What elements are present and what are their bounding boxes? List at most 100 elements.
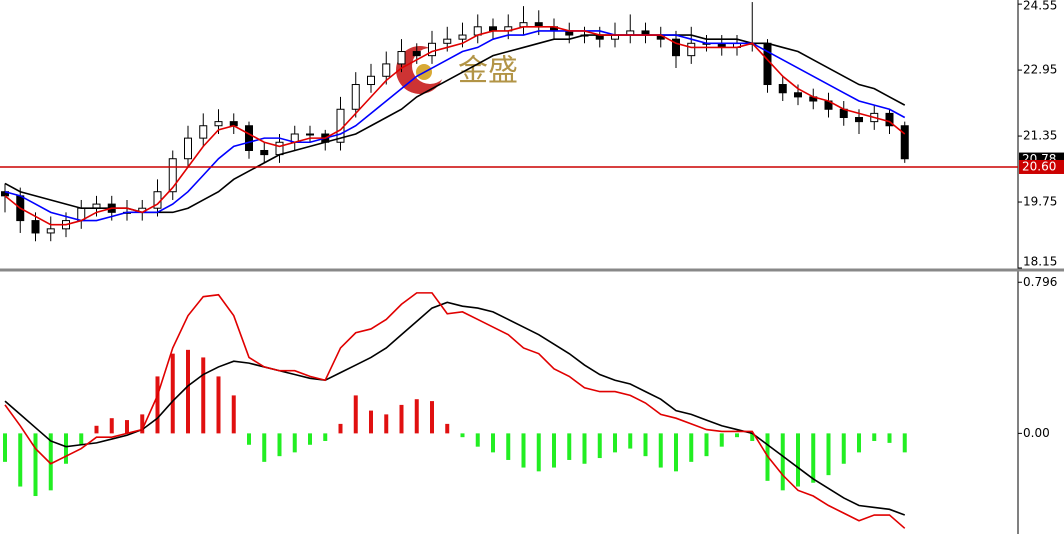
candle-body <box>46 228 55 234</box>
histogram-bar <box>460 433 465 438</box>
line-series <box>4 30 906 222</box>
histogram-bar <box>384 414 389 434</box>
histogram-bar <box>613 433 617 453</box>
histogram-bar <box>826 433 831 476</box>
histogram-bar <box>887 433 892 443</box>
histogram-bar <box>33 433 38 497</box>
histogram-bar <box>841 433 846 464</box>
candle-body <box>306 133 314 136</box>
histogram-bar <box>414 399 419 434</box>
candle-body <box>275 141 284 156</box>
y-tick-label: 18.15 <box>1023 255 1057 269</box>
histogram-bar <box>79 433 84 445</box>
candle-body <box>412 51 421 57</box>
histogram-bar <box>536 433 541 472</box>
y-tick-label: 24.55 <box>1023 0 1057 13</box>
histogram-bar <box>582 433 587 464</box>
histogram-bar <box>262 433 267 462</box>
histogram-bar <box>109 418 114 434</box>
y-tick-label: 22.95 <box>1023 63 1057 77</box>
candle-body <box>245 125 253 151</box>
histogram-bar <box>597 433 602 459</box>
price-line-box <box>1019 159 1064 174</box>
histogram-bar <box>64 433 68 464</box>
line-series <box>4 292 906 529</box>
candle-body <box>900 125 909 160</box>
histogram-bar <box>658 433 663 468</box>
histogram-bar <box>338 423 343 434</box>
histogram-bar <box>689 433 694 462</box>
y-tick-label: 0.796 <box>1023 275 1057 289</box>
histogram-bar <box>140 414 145 434</box>
histogram-bar <box>323 433 328 441</box>
candle-body <box>855 117 863 123</box>
histogram-bar <box>353 395 358 434</box>
histogram-bar <box>552 433 556 468</box>
line-series <box>4 25 906 226</box>
histogram-bar <box>399 404 404 434</box>
histogram-bar <box>247 433 251 445</box>
histogram-bar <box>857 433 861 453</box>
candle-body <box>351 84 360 110</box>
histogram-bar <box>491 433 495 453</box>
candle-body <box>443 38 452 44</box>
panel: 0.796 0.00 <box>3 275 1057 529</box>
candle-body <box>428 42 436 57</box>
candle-body <box>260 149 269 156</box>
candle-body <box>199 125 208 139</box>
histogram-bar <box>201 357 206 434</box>
histogram-bar <box>18 433 23 487</box>
histogram-bar <box>506 433 511 460</box>
histogram-bar <box>704 433 709 457</box>
y-tick-label: 21.35 <box>1023 129 1057 143</box>
histogram-bar <box>430 401 434 434</box>
histogram-bar <box>735 433 739 438</box>
histogram-bar <box>292 433 297 453</box>
y-tick-label: 19.75 <box>1023 195 1057 209</box>
histogram-bar <box>125 420 129 434</box>
candle-body <box>778 84 787 94</box>
histogram-bar <box>796 433 800 487</box>
histogram-bar <box>369 410 373 434</box>
price-line-label: 20.60 <box>1022 159 1056 173</box>
histogram-bar <box>308 433 312 445</box>
candle-body <box>184 137 192 160</box>
candle-body <box>672 38 680 57</box>
histogram-bar <box>277 433 282 457</box>
candle-body <box>885 112 894 127</box>
candle-body <box>214 121 223 127</box>
histogram-bar <box>170 353 175 434</box>
y-tick-label: 0.00 <box>1023 426 1050 440</box>
candle-body <box>31 220 40 234</box>
histogram-bar <box>94 425 99 434</box>
histogram-bar <box>155 376 160 434</box>
histogram-bar <box>475 433 480 447</box>
histogram-bar <box>811 433 816 483</box>
candle-body <box>397 51 406 65</box>
histogram-bar <box>3 433 7 462</box>
candle-body <box>382 63 391 77</box>
histogram-bar <box>567 433 572 460</box>
histogram-bar <box>719 433 724 447</box>
candle-body <box>458 34 467 40</box>
histogram-bar <box>231 395 236 434</box>
histogram-bar <box>628 433 633 449</box>
histogram-bar <box>872 433 877 441</box>
histogram-bar <box>216 376 221 434</box>
histogram-bar <box>780 433 785 491</box>
histogram-bar <box>643 433 648 457</box>
histogram-bar <box>674 433 678 472</box>
histogram-bar <box>445 423 450 434</box>
candle-body <box>687 42 696 57</box>
histogram-bar <box>521 433 526 468</box>
watermark: 金盛 <box>458 54 518 89</box>
histogram-bar <box>750 433 755 441</box>
histogram-bar <box>902 433 907 453</box>
histogram-bar <box>186 349 190 434</box>
histogram-bar <box>48 433 53 491</box>
candle-body <box>168 158 177 193</box>
candle-body <box>794 92 802 98</box>
